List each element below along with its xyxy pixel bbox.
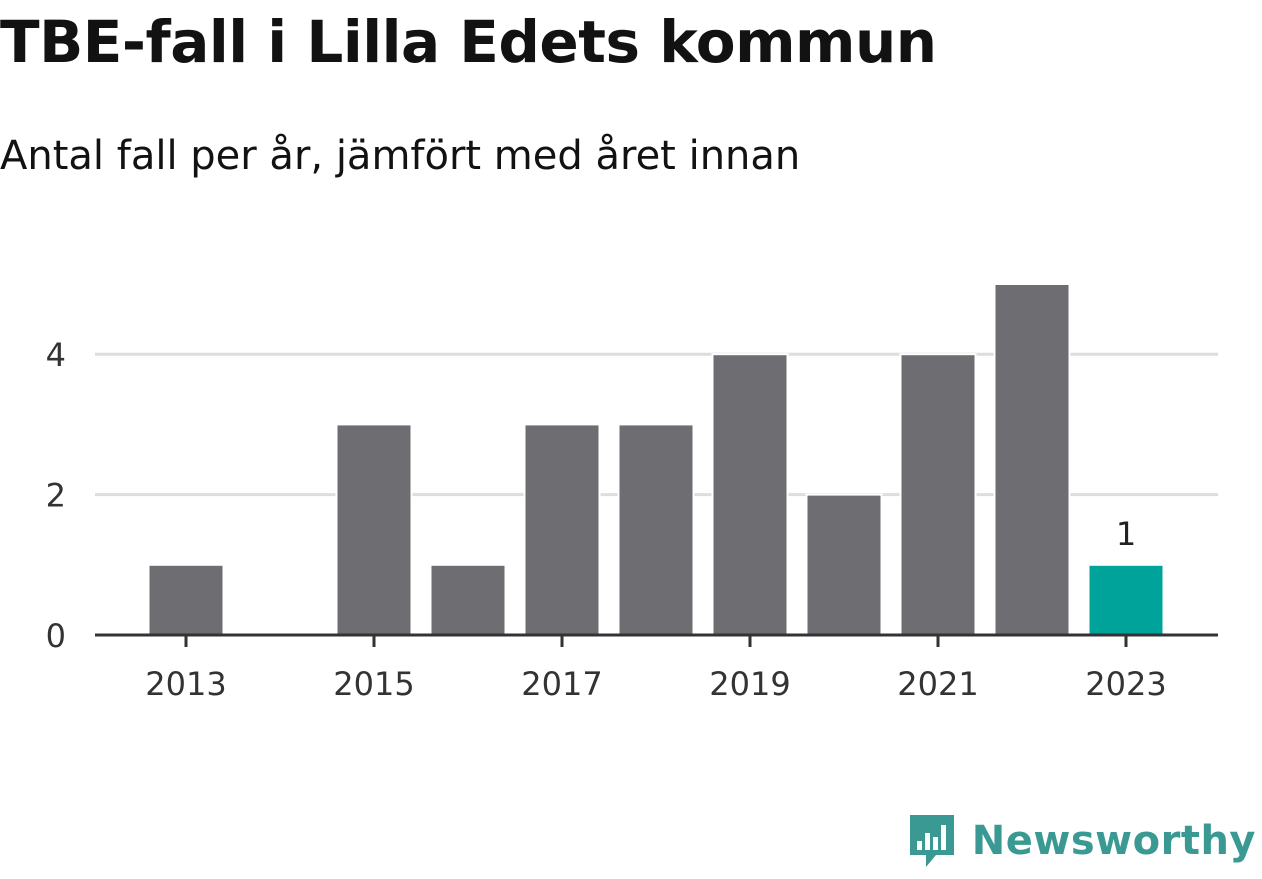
y-tick-label: 4 <box>46 336 66 374</box>
bar-2019 <box>711 353 789 636</box>
bar-2017 <box>523 423 601 636</box>
data-label: 1 <box>1116 515 1136 553</box>
chart-subtitle: Antal fall per år, jämfört med året inna… <box>0 133 801 179</box>
x-tick-label: 2015 <box>333 665 414 703</box>
bar-2020 <box>805 493 883 636</box>
newsworthy-wordmark: Newsworthy <box>971 818 1256 864</box>
x-tick-label: 2021 <box>897 665 978 703</box>
bar-2022 <box>993 283 1071 636</box>
x-tick-label: 2013 <box>145 665 226 703</box>
y-tick-label: 2 <box>46 477 66 515</box>
x-tick-label: 2017 <box>521 665 602 703</box>
bar-2023 <box>1087 563 1165 636</box>
bar-2013 <box>147 563 225 636</box>
x-tick-label: 2023 <box>1085 665 1166 703</box>
newsworthy-logo: Newsworthy <box>906 811 1256 871</box>
bar-2018 <box>617 423 695 636</box>
bar-2021 <box>899 353 977 636</box>
bar-2016 <box>429 563 507 636</box>
y-tick-label: 0 <box>46 617 66 655</box>
newsworthy-logo-icon <box>909 815 954 867</box>
chart-title: TBE-fall i Lilla Edets kommun <box>0 8 937 76</box>
bar-2015 <box>335 423 413 636</box>
x-tick-label: 2019 <box>709 665 790 703</box>
